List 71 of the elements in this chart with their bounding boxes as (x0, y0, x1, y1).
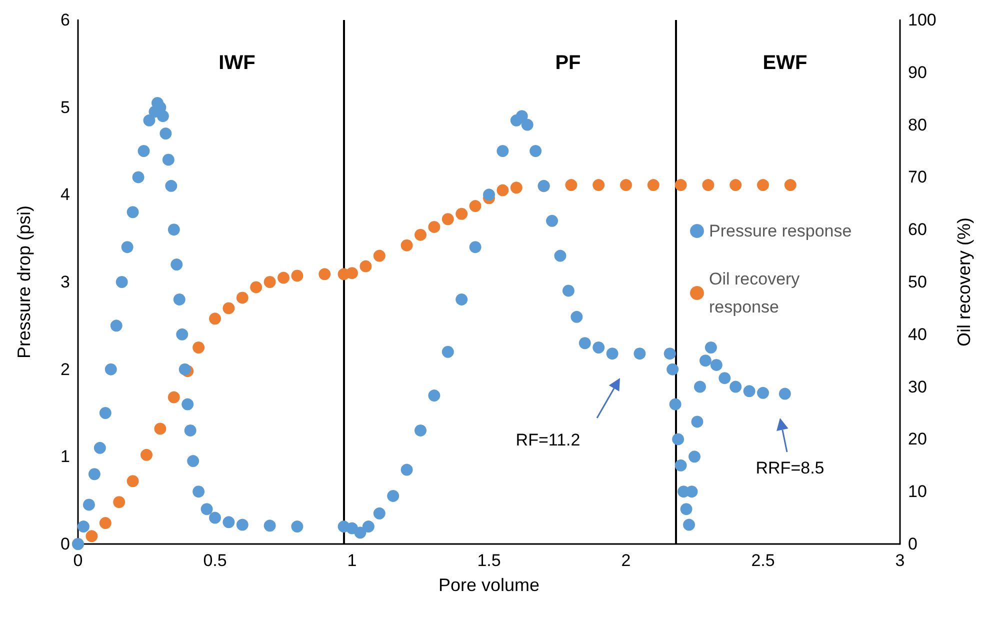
point (192, 342, 205, 354)
point (565, 179, 578, 192)
point (99, 517, 112, 530)
point (647, 179, 660, 192)
x-tick-label: 1.5 (477, 551, 501, 570)
point (278, 272, 290, 284)
point (291, 270, 304, 282)
x-axis-title: Pore volume (438, 575, 540, 595)
y-tick-label: 2 (60, 360, 70, 379)
y2-tick-label: 60 (908, 220, 927, 240)
point (442, 213, 454, 226)
point (674, 179, 687, 192)
y2-tick-label: 90 (908, 62, 927, 82)
point (209, 312, 221, 325)
point (222, 302, 235, 314)
point (784, 179, 796, 192)
y2-tick-label: 30 (908, 377, 927, 396)
y-tick-label: 5 (60, 98, 70, 117)
point (236, 292, 248, 304)
x-tick-label: 3 (895, 551, 905, 570)
y2-tick-label: 70 (908, 168, 927, 187)
point (140, 448, 152, 461)
y2-axis-title: Oil recovery (%) (954, 217, 974, 347)
y2-tick-label: 10 (908, 482, 927, 502)
x-tick-label: 2 (621, 551, 631, 570)
point (86, 530, 98, 542)
point (592, 179, 605, 192)
y2-tick-label: 50 (908, 272, 927, 292)
point (730, 179, 742, 192)
legend-label: Oil recovery response (709, 270, 804, 316)
legend-label: Pressure response (709, 222, 852, 240)
x-tick-label: 0 (73, 551, 83, 570)
point (126, 475, 139, 488)
y-tick-label: 0 (60, 534, 70, 554)
point (318, 268, 331, 280)
point (154, 422, 166, 435)
y-tick-label: 1 (60, 447, 70, 466)
point (168, 391, 180, 404)
x-tick-label: 2.5 (751, 551, 775, 570)
point (496, 184, 509, 196)
y-axis-title: Pressure drop (psi) (14, 205, 34, 359)
point (757, 179, 769, 192)
annotation: PF (555, 52, 581, 74)
point (620, 179, 632, 192)
y2-tick-label: 80 (908, 115, 927, 134)
point (250, 281, 262, 294)
y2-tick-label: 20 (908, 430, 927, 449)
y2-tick-label: 100 (908, 10, 936, 30)
point (510, 182, 522, 194)
y-tick-label: 4 (60, 185, 70, 204)
point (113, 496, 126, 508)
point (456, 208, 468, 220)
annotation: IWF (218, 52, 256, 74)
point (346, 267, 358, 280)
point (702, 179, 714, 192)
annotation: RRF=8.5 (756, 458, 824, 478)
annotation: RF=11.2 (516, 430, 580, 450)
point (373, 250, 386, 262)
point (469, 200, 482, 212)
point (414, 228, 426, 241)
y-tick-label: 3 (60, 272, 70, 292)
x-tick-label: 0.5 (203, 551, 227, 570)
point (360, 260, 372, 272)
y-tick-label: 6 (60, 10, 70, 30)
x-tick-label: 1 (347, 551, 357, 570)
point (428, 220, 440, 233)
y2-tick-label: 40 (908, 324, 927, 344)
annotation: EWF (762, 52, 808, 74)
point (400, 239, 413, 252)
y2-tick-label: 0 (908, 534, 918, 554)
point (264, 276, 276, 288)
